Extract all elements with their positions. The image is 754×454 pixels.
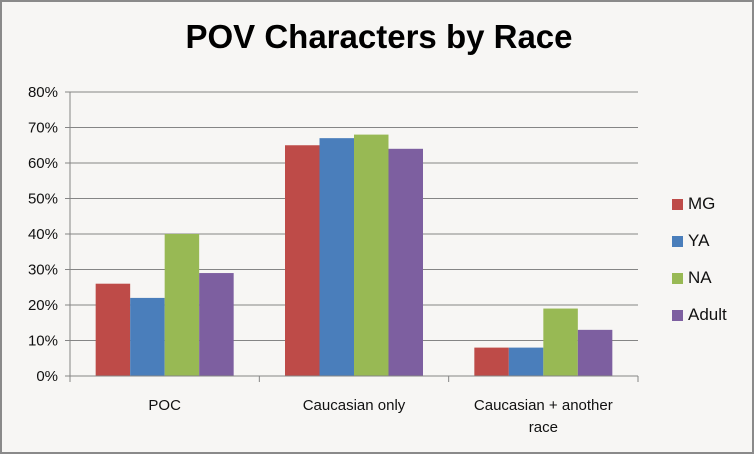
legend-item-adult: Adult bbox=[672, 305, 727, 325]
bar-ya-2 bbox=[508, 347, 544, 376]
bar-mg-2 bbox=[474, 347, 509, 376]
y-tick-label: 30% bbox=[28, 262, 58, 279]
x-category-label: Caucasian only bbox=[303, 397, 406, 414]
bar-ya-1 bbox=[319, 138, 354, 376]
legend-item-na: NA bbox=[672, 268, 712, 288]
x-category-label: POC bbox=[148, 397, 181, 414]
legend-label: NA bbox=[688, 268, 712, 287]
legend-label: Adult bbox=[688, 305, 727, 324]
bar-na-2 bbox=[543, 308, 578, 376]
legend-item-ya: YA bbox=[672, 231, 709, 251]
legend-swatch bbox=[672, 198, 683, 210]
bar-mg-1 bbox=[285, 145, 320, 376]
legend-label: YA bbox=[688, 231, 710, 250]
chart-title: POV Characters by Race bbox=[185, 18, 573, 55]
bar-na-0 bbox=[164, 234, 200, 376]
bar-adult-0 bbox=[199, 273, 234, 376]
y-tick-label: 50% bbox=[28, 191, 58, 208]
y-tick-label: 60% bbox=[28, 155, 58, 172]
y-tick-label: 20% bbox=[28, 297, 58, 314]
legend-swatch bbox=[672, 309, 683, 321]
bar-na-1 bbox=[354, 134, 389, 376]
bar-adult-2 bbox=[577, 329, 613, 376]
x-category-label: race bbox=[529, 419, 558, 436]
bar-adult-1 bbox=[388, 148, 423, 376]
y-tick-label: 80% bbox=[28, 84, 58, 101]
y-tick-label: 0% bbox=[36, 368, 58, 385]
x-category-label: Caucasian + another bbox=[474, 397, 613, 414]
bar-ya-0 bbox=[130, 297, 165, 376]
bar-mg-0 bbox=[95, 283, 131, 376]
legend-item-mg: MG bbox=[672, 194, 715, 214]
legend-label: MG bbox=[688, 194, 716, 213]
y-tick-label: 70% bbox=[28, 120, 58, 137]
legend-swatch bbox=[672, 235, 683, 247]
y-tick-label: 10% bbox=[28, 333, 58, 350]
y-tick-label: 40% bbox=[28, 226, 58, 243]
legend-swatch bbox=[672, 272, 683, 284]
